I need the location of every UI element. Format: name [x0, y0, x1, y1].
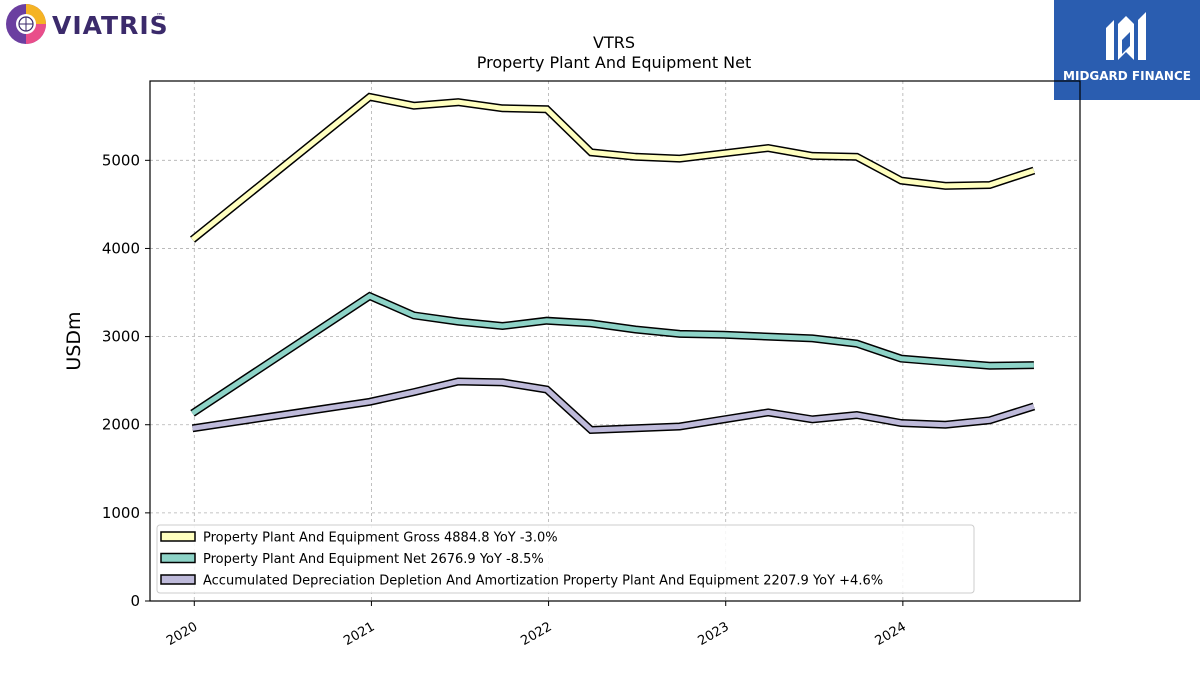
chart-subtitle: Property Plant And Equipment Net [477, 53, 752, 72]
y-tick-label: 2000 [102, 416, 140, 434]
series-1 [189, 92, 1036, 243]
viatris-wordmark: VIATRIS [52, 11, 169, 40]
y-tick-label: 4000 [102, 239, 140, 257]
viatris-globe-icon [6, 4, 46, 44]
plot-frame [149, 80, 1081, 602]
y-tick-label: 3000 [102, 328, 140, 346]
series-layer [189, 92, 1036, 435]
legend-entry: Property Plant And Equipment Net 2676.9 … [203, 552, 544, 567]
series-line-outline [190, 291, 1034, 417]
legend-swatch [160, 552, 196, 564]
x-tick-label: 2020 [164, 619, 200, 649]
viatris-logo: VIATRIS ™ [4, 2, 174, 48]
y-tick-label: 0 [130, 592, 140, 610]
legend-swatch [160, 531, 196, 542]
series-line-outline [189, 92, 1036, 243]
series-line [190, 94, 1035, 242]
midgard-emblem-icon [1106, 12, 1146, 60]
x-tick-label: 2023 [696, 619, 732, 649]
y-tick-label: 1000 [102, 504, 140, 522]
series-2 [190, 291, 1034, 417]
y-axis-label: USDm [63, 311, 85, 370]
chart-title: VTRS [593, 33, 635, 52]
legend-entry: Property Plant And Equipment Gross 4884.… [203, 531, 558, 546]
legend-box [156, 524, 975, 594]
series-line [191, 293, 1034, 416]
series-line [192, 378, 1035, 433]
y-tick-label: 5000 [102, 151, 140, 169]
x-tick-label: 2024 [873, 619, 909, 649]
x-tick-label: 2022 [518, 619, 554, 649]
legend-swatch [160, 574, 196, 585]
midgard-wordmark: MIDGARD FINANCE [1063, 69, 1191, 83]
x-tick-label: 2021 [341, 619, 377, 649]
legend: Property Plant And Equipment Gross 4884.… [156, 524, 975, 594]
trademark-symbol: ™ [156, 12, 163, 20]
series-3 [191, 377, 1036, 435]
axis-ticks: 0 1000 2000 3000 4000 5000 2020 2021 2022 2023 202… [102, 151, 909, 649]
midgard-finance-logo: MIDGARD FINANCE [1054, 0, 1200, 100]
legend-entry: Accumulated Depreciation Depletion And A… [203, 574, 883, 589]
